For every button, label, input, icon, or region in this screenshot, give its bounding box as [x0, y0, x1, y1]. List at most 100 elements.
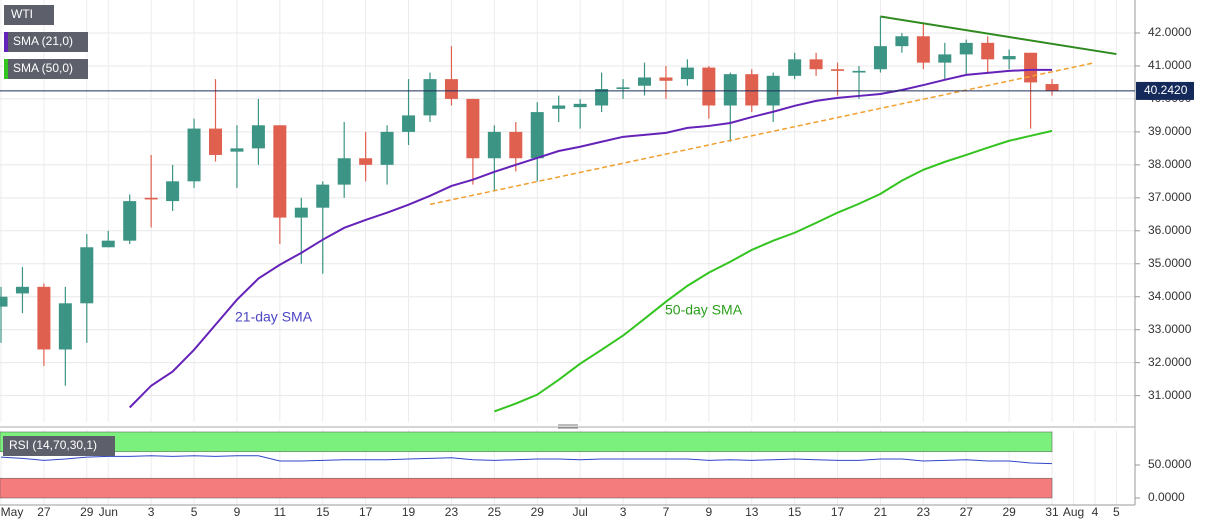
y-tick-label: 35.0000: [1148, 256, 1192, 270]
candle-body: [959, 42, 973, 55]
candle-body: [230, 148, 244, 152]
y-tick-label: 33.0000: [1148, 322, 1192, 336]
x-tick-label: 5: [1113, 505, 1120, 519]
candle-body: [509, 131, 523, 159]
y-tick-label: 42.0000: [1148, 25, 1192, 39]
y-tick-label: 50.0000: [1148, 457, 1192, 471]
candle-body: [831, 69, 845, 71]
candle-body: [638, 77, 651, 86]
candle-body: [337, 158, 351, 185]
candle-body: [466, 98, 480, 159]
annotation: 21-day SMA: [235, 309, 313, 325]
annotation: 50-day SMA: [665, 302, 743, 318]
x-tick-label: 25: [488, 505, 502, 519]
x-tick-label: 23: [445, 505, 459, 519]
trend-line: [429, 61, 1096, 206]
x-tick-label: 15: [788, 505, 802, 519]
x-tick-label: 29: [1002, 505, 1016, 519]
y-tick-label: 32.0000: [1148, 355, 1192, 369]
candle-body: [101, 240, 115, 248]
x-tick-label: 29: [80, 505, 94, 519]
sma-line: [494, 129, 1053, 413]
x-tick-label: 15: [316, 505, 330, 519]
rsi-band: [0, 431, 1053, 453]
y-tick-label: 41.0000: [1148, 58, 1192, 72]
legend-label: SMA (21,0): [13, 34, 73, 48]
candle-body: [209, 128, 222, 155]
legend-label: SMA (50,0): [13, 61, 73, 75]
y-tick-label: 31.0000: [1148, 388, 1192, 402]
trend-line: [880, 15, 1117, 56]
candle-body: [144, 197, 158, 200]
candle-body: [123, 201, 137, 241]
candle-body: [359, 158, 373, 165]
y-tick-label: 39.0000: [1148, 124, 1192, 138]
candle-body: [981, 42, 995, 60]
candle-body: [573, 103, 587, 108]
legend-box: [3, 436, 115, 456]
candle-body: [487, 131, 501, 159]
candle-body: [58, 303, 72, 350]
x-tick-label: 3: [148, 505, 155, 519]
candle-body: [402, 115, 416, 132]
legend-box: [4, 32, 88, 52]
candle-body: [659, 77, 673, 81]
candle-body: [852, 70, 866, 73]
candle-body: [380, 131, 394, 165]
overlay: 21-day SMA 50-day SMA 40.2420: [0, 81, 1194, 325]
x-tick-label: 17: [831, 505, 845, 519]
rsi-band: [0, 477, 1053, 499]
x-tick-label: 31: [1045, 505, 1059, 519]
x-tick-label: Jul: [572, 505, 587, 519]
candle-body: [294, 207, 308, 218]
candle-body: [37, 286, 51, 350]
separator-handle[interactable]: [558, 424, 578, 429]
x-tick-label: 29: [531, 505, 545, 519]
legend-swatch: [4, 32, 8, 52]
x-tick-label: Jun: [99, 505, 118, 519]
candle-body: [938, 54, 952, 63]
x-tick-label: 9: [706, 505, 713, 519]
y-tick-label: 36.0000: [1148, 223, 1192, 237]
x-tick-label: 3: [620, 505, 627, 519]
x-tick-label: 5: [191, 505, 198, 519]
y-tick-label: 34.0000: [1148, 289, 1192, 303]
candle-body: [444, 79, 458, 99]
candle-body: [273, 125, 287, 218]
y-tick-label: 37.0000: [1148, 190, 1192, 204]
x-tick-label: 7: [663, 505, 670, 519]
x-tick-label: 17: [359, 505, 373, 519]
x-tick-label: Aug: [1063, 505, 1084, 519]
candle-body: [809, 59, 823, 70]
last-price-label: 40.2420: [1144, 83, 1188, 97]
legend-box: [4, 59, 88, 79]
candle-body: [788, 59, 802, 76]
candle-body: [0, 296, 8, 307]
candle-body: [552, 105, 566, 109]
candle-body: [680, 67, 694, 80]
candle-body: [251, 125, 265, 149]
legend: WTI SMA (21,0) SMA (50,0) RSI (14,70,30,…: [3, 5, 115, 456]
y-tick-label: 0.0000: [1148, 490, 1185, 504]
candle-body: [80, 247, 94, 304]
candle-body: [873, 46, 887, 70]
last-price-box: [1136, 81, 1194, 100]
x-tick-label: 27: [960, 505, 974, 519]
candle-body: [745, 74, 759, 106]
x-tick-label: 21: [874, 505, 888, 519]
candle-body: [530, 112, 544, 159]
candle-body: [723, 74, 737, 106]
x-tick-label: 9: [234, 505, 241, 519]
candle-body: [895, 36, 909, 47]
candle-body: [423, 79, 437, 116]
rsi-title: RSI (14,70,30,1): [9, 438, 97, 452]
x-tick-label: 27: [37, 505, 51, 519]
candle-body: [1045, 84, 1059, 91]
candle-body: [316, 184, 330, 208]
candle-body: [166, 181, 180, 202]
y-tick-label: 38.0000: [1148, 157, 1192, 171]
x-tick-label: 4: [1092, 505, 1099, 519]
x-tick-label: May: [1, 505, 24, 519]
candle-body: [616, 87, 630, 90]
